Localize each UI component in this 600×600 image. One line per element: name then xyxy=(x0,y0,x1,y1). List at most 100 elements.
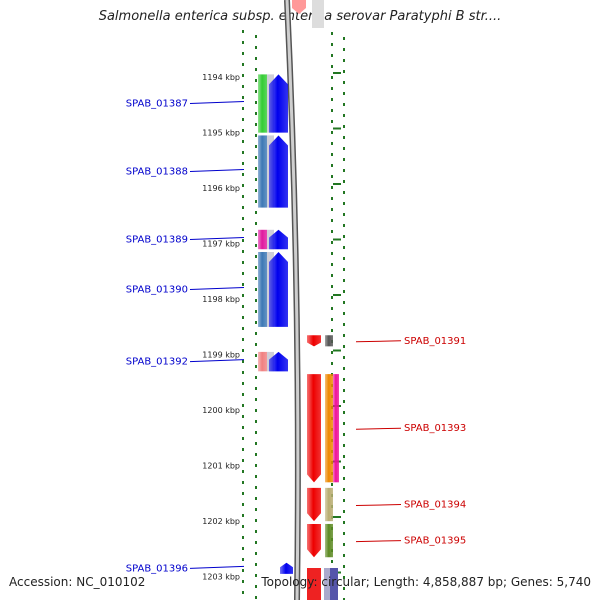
tick-dot xyxy=(331,54,333,57)
edge-gene-fragment xyxy=(324,568,330,600)
tick-dot xyxy=(255,453,257,456)
tick-dot xyxy=(255,365,257,368)
forward-gene-arrow[interactable] xyxy=(269,135,288,208)
tick-dot xyxy=(255,200,257,203)
tick-dot xyxy=(331,87,333,90)
tick-dot xyxy=(242,569,244,572)
tick-dot xyxy=(331,164,333,167)
tick-dot xyxy=(242,580,244,583)
tick-dot xyxy=(343,246,345,249)
tick-dot xyxy=(331,131,333,134)
tick-dot xyxy=(255,299,257,302)
tick-dot xyxy=(343,455,345,458)
forward-gene-label[interactable]: SPAB_01388 xyxy=(126,167,188,178)
reverse-gene-arrow[interactable] xyxy=(307,335,321,347)
tick-dot xyxy=(255,442,257,445)
forward-gene-label[interactable]: SPAB_01389 xyxy=(126,235,188,246)
forward-gene-arrow[interactable] xyxy=(280,562,293,574)
tick-dot xyxy=(331,175,333,178)
tick-dot xyxy=(331,98,333,101)
tick-dot xyxy=(242,151,244,154)
tick-dot xyxy=(242,591,244,594)
tick-dot xyxy=(242,525,244,528)
tick-dot xyxy=(255,321,257,324)
tick-dot xyxy=(255,79,257,82)
tick-dot xyxy=(255,211,257,214)
tick-dot xyxy=(255,233,257,236)
tick-dot xyxy=(242,448,244,451)
cog-bar xyxy=(258,251,267,327)
tick-dot xyxy=(242,393,244,396)
tick-dot xyxy=(242,503,244,506)
kbp-tick-label: 1197 kbp xyxy=(202,240,240,249)
tick-dot xyxy=(343,59,345,62)
tick-dot xyxy=(331,186,333,189)
tick-dot xyxy=(255,266,257,269)
forward-gene-label[interactable]: SPAB_01392 xyxy=(126,357,188,368)
tick-dot xyxy=(255,431,257,434)
tick-dot xyxy=(331,65,333,68)
tick-dot xyxy=(242,514,244,517)
tick-dot xyxy=(255,574,257,577)
tick-dot xyxy=(343,345,345,348)
tick-dot xyxy=(343,532,345,535)
tick-dot xyxy=(343,268,345,271)
tick-dot xyxy=(255,68,257,71)
tick-dot xyxy=(255,530,257,533)
tick-dot xyxy=(331,252,333,255)
forward-gene-arrow[interactable] xyxy=(269,229,288,250)
tick-dot xyxy=(255,332,257,335)
tick-dot xyxy=(331,197,333,200)
tick-dot xyxy=(255,376,257,379)
tick-dot xyxy=(331,307,333,310)
forward-gene-label[interactable]: SPAB_01387 xyxy=(126,99,188,110)
forward-gene-arrow[interactable] xyxy=(269,351,288,372)
tick-dot xyxy=(242,195,244,198)
tick-dot xyxy=(242,74,244,77)
tick-dot xyxy=(343,587,345,590)
tick-dot xyxy=(331,560,333,563)
tick-dot xyxy=(343,598,345,600)
reverse-gene-label[interactable]: SPAB_01393 xyxy=(404,423,466,434)
tick-dot xyxy=(242,228,244,231)
reverse-gene-arrow[interactable] xyxy=(307,374,321,483)
reverse-gene-label[interactable]: SPAB_01394 xyxy=(404,500,466,511)
tick-dot xyxy=(242,558,244,561)
reverse-gene-arrow[interactable] xyxy=(307,523,321,558)
reverse-gene-label[interactable]: SPAB_01395 xyxy=(404,536,466,547)
tick-dot xyxy=(331,362,333,365)
cog-bar xyxy=(325,335,333,347)
tick-dot xyxy=(242,96,244,99)
forward-gene-arrow[interactable] xyxy=(269,74,288,133)
tick-dot xyxy=(242,283,244,286)
tick-dot xyxy=(255,101,257,104)
forward-gene-arrow[interactable] xyxy=(269,251,288,327)
tick-dot xyxy=(343,433,345,436)
tick-dot xyxy=(331,483,333,486)
tick-dot xyxy=(242,184,244,187)
tick-dot xyxy=(242,239,244,242)
edge-gene-fragment xyxy=(330,568,338,600)
tick-dot xyxy=(255,178,257,181)
tick-dot xyxy=(331,318,333,321)
tick-dot xyxy=(343,444,345,447)
reverse-gene-label[interactable]: SPAB_01391 xyxy=(404,336,466,347)
tick-dot xyxy=(242,118,244,121)
tick-dot xyxy=(255,464,257,467)
tick-dot xyxy=(242,52,244,55)
cog-bar xyxy=(325,487,333,522)
kbp-tick-label: 1202 kbp xyxy=(202,517,240,526)
edge-fragments xyxy=(292,0,338,600)
reverse-gene-arrow[interactable] xyxy=(307,487,321,522)
tick-dot xyxy=(255,475,257,478)
forward-gene-label[interactable]: SPAB_01390 xyxy=(126,284,188,295)
tick-dot xyxy=(343,499,345,502)
tick-dot xyxy=(242,426,244,429)
tick-dot xyxy=(242,338,244,341)
tick-dot xyxy=(331,32,333,35)
tick-dash xyxy=(333,238,341,241)
forward-gene-label[interactable]: SPAB_01396 xyxy=(126,563,188,574)
tick-dot xyxy=(255,46,257,49)
tick-dot xyxy=(343,257,345,260)
tick-dot xyxy=(242,261,244,264)
